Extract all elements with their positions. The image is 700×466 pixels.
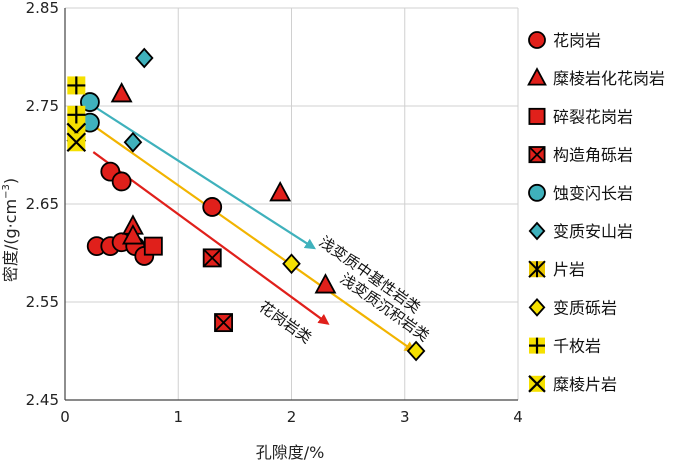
legend-marker <box>528 31 546 49</box>
y-axis-title-superscript: −3 <box>1 184 12 199</box>
data-point <box>110 81 133 103</box>
data-point <box>67 105 86 124</box>
x-tick-label: 4 <box>513 408 523 426</box>
y-axis-title-main: 密度/(g·cm <box>1 199 20 282</box>
data-point <box>202 197 223 217</box>
legend-marker <box>528 221 546 241</box>
trend-arrow-label: 花岗岩类 <box>256 298 315 348</box>
data-point <box>111 171 132 192</box>
data-point <box>123 131 143 153</box>
data-point <box>406 340 426 362</box>
data-point <box>314 273 337 294</box>
points-layer <box>66 47 426 362</box>
legend: 花岗岩糜棱岩化花岗岩碎裂花岗岩构造角砾岩蚀变闪长岩变质安山岩片岩变质砾岩千枚岩糜… <box>527 31 665 394</box>
x-tick-label: 2 <box>287 408 297 426</box>
legend-marker <box>527 67 547 86</box>
grid-layer <box>64 7 519 401</box>
data-point <box>202 248 222 268</box>
legend-marker <box>528 260 546 278</box>
data-point <box>80 92 100 112</box>
data-point <box>282 253 301 275</box>
x-tick-label: 3 <box>400 408 410 426</box>
data-point <box>269 180 292 202</box>
y-tick-label: 2.85 <box>26 0 59 17</box>
data-point <box>121 224 144 245</box>
legend-label: 千枚岩 <box>553 337 601 356</box>
x-tick-label: 0 <box>60 408 70 426</box>
legend-label: 片岩 <box>553 260 585 279</box>
legend-marker <box>528 146 546 164</box>
axes-layer: 0 1 2 3 4 2.45 2.55 2.65 2.75 2.85 <box>26 0 523 426</box>
data-point <box>143 236 163 256</box>
x-tick-label: 1 <box>173 408 183 426</box>
data-point <box>67 76 86 95</box>
trend-arrow <box>92 151 330 325</box>
data-point <box>214 313 234 333</box>
y-tick-label: 2.75 <box>26 97 59 115</box>
y-tick-label: 2.65 <box>26 195 59 213</box>
y-axis-title-close: ) <box>1 178 20 184</box>
legend-marker <box>528 298 546 317</box>
trend-arrow <box>92 105 317 250</box>
legend-label: 蚀变闪长岩 <box>553 184 633 203</box>
legend-label: 花岗岩 <box>553 31 601 50</box>
y-tick-label: 2.55 <box>26 293 59 311</box>
legend-label: 变质砾岩 <box>553 298 617 317</box>
y-axis-title: 密度/(g·cm−3) <box>1 178 20 282</box>
legend-label: 糜棱岩化花岗岩 <box>553 69 665 88</box>
legend-label: 构造角砾岩 <box>553 146 633 165</box>
y-tick-label: 2.45 <box>26 391 59 409</box>
legend-marker <box>528 375 546 393</box>
legend-label: 糜棱片岩 <box>553 375 617 394</box>
legend-marker <box>529 337 545 354</box>
data-point <box>134 47 154 69</box>
legend-marker <box>528 183 546 202</box>
x-axis-title: 孔隙度/% <box>256 443 325 462</box>
legend-label: 变质安山岩 <box>553 222 633 241</box>
legend-marker <box>528 107 546 125</box>
legend-label: 碎裂花岗岩 <box>553 107 633 126</box>
data-point <box>66 132 87 153</box>
trend-arrow <box>92 124 416 353</box>
